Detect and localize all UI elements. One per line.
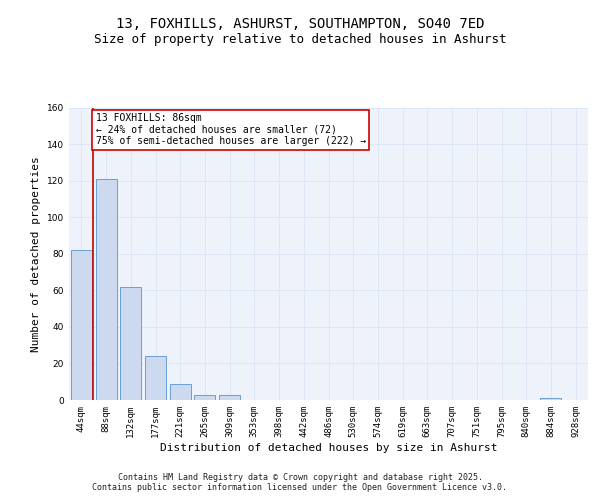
Bar [194,394,215,400]
Bar [120,286,141,400]
Text: Contains HM Land Registry data © Crown copyright and database right 2025.
Contai: Contains HM Land Registry data © Crown c… [92,473,508,492]
Bar [95,179,116,400]
Bar [541,398,562,400]
Bar [219,394,240,400]
X-axis label: Distribution of detached houses by size in Ashurst: Distribution of detached houses by size … [160,442,497,452]
Bar [170,384,191,400]
Text: 13, FOXHILLS, ASHURST, SOUTHAMPTON, SO40 7ED: 13, FOXHILLS, ASHURST, SOUTHAMPTON, SO40… [116,18,484,32]
Bar [71,250,92,400]
Text: 13 FOXHILLS: 86sqm
← 24% of detached houses are smaller (72)
75% of semi-detache: 13 FOXHILLS: 86sqm ← 24% of detached hou… [95,113,366,146]
Bar [145,356,166,400]
Text: Size of property relative to detached houses in Ashurst: Size of property relative to detached ho… [94,32,506,46]
Y-axis label: Number of detached properties: Number of detached properties [31,156,41,352]
